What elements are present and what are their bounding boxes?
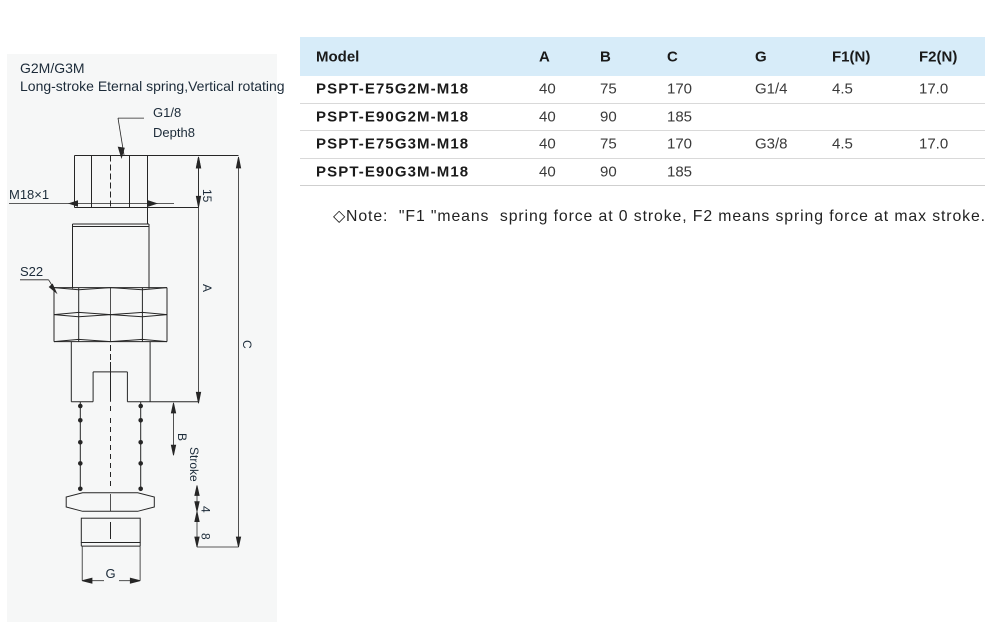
svg-text:G: G <box>106 566 116 581</box>
svg-text:G1/8: G1/8 <box>153 105 181 120</box>
svg-text:Stroke: Stroke <box>187 447 201 482</box>
svg-text:M18×1: M18×1 <box>9 187 49 202</box>
svg-text:8: 8 <box>199 533 213 540</box>
svg-text:4: 4 <box>199 506 213 513</box>
svg-text:S22: S22 <box>20 264 43 279</box>
svg-text:15: 15 <box>200 189 214 203</box>
svg-text:C: C <box>240 340 254 349</box>
svg-text:Depth8: Depth8 <box>153 125 195 140</box>
svg-text:A: A <box>200 284 214 292</box>
svg-text:B: B <box>175 433 189 441</box>
